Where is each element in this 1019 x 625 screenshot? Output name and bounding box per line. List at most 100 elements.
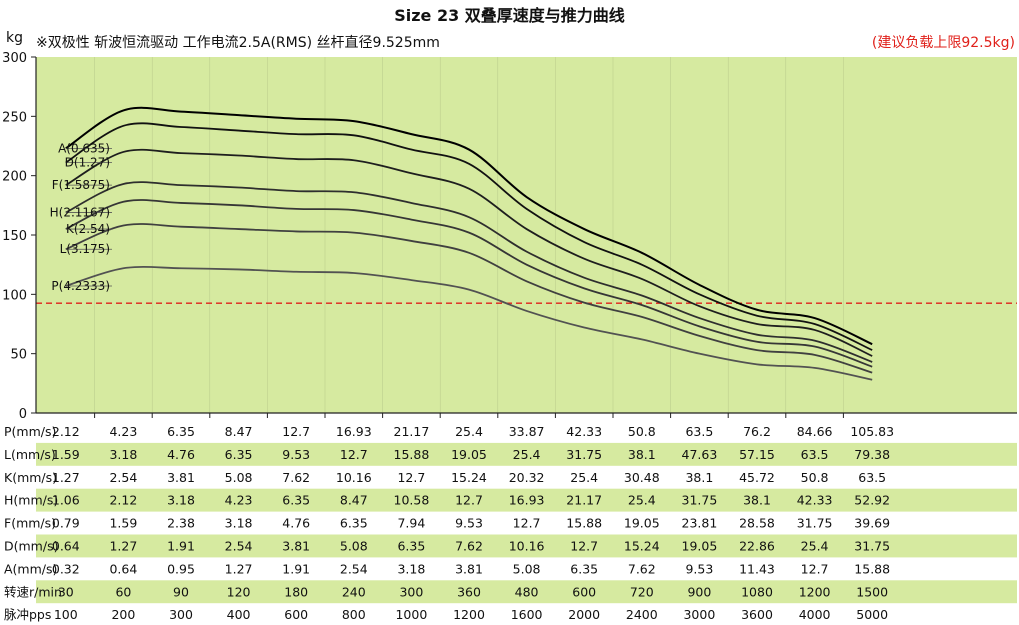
table-cell: 2.12 <box>109 493 137 508</box>
table-row-label: H(mm/s) <box>4 493 58 508</box>
table-row-label: F(mm/s) <box>4 516 56 531</box>
y-axis-ticks: 0 50 100 150 200 250 300 <box>2 51 36 422</box>
table-cell: 1600 <box>511 607 543 622</box>
table-cell: 3.81 <box>455 561 483 576</box>
series-label: L(3.175) <box>60 242 110 256</box>
series-lines <box>65 106 873 381</box>
table-cell: 9.53 <box>282 447 310 462</box>
table-cell: 23.81 <box>682 516 718 531</box>
y-tick-label: 200 <box>2 170 27 185</box>
series-label: D(1.27) <box>65 156 110 170</box>
y-tick-label: 50 <box>10 348 27 363</box>
table-cell: 15.88 <box>394 447 430 462</box>
table-cell: 9.53 <box>455 516 483 531</box>
table-cell: 25.4 <box>570 470 598 485</box>
table-cell: 25.4 <box>513 447 541 462</box>
table-cell: 2.12 <box>52 424 80 439</box>
table-cell: 16.93 <box>336 424 372 439</box>
table-bands <box>36 442 1017 604</box>
table-cell: 57.15 <box>739 447 775 462</box>
series-label: P(4.2333) <box>51 279 110 293</box>
table-cell: 200 <box>111 607 135 622</box>
table-cell: 5.08 <box>513 561 541 576</box>
table-cell: 19.05 <box>451 447 487 462</box>
table-cell: 8.47 <box>225 424 253 439</box>
table-cell: 6.35 <box>225 447 253 462</box>
table-cell: 25.4 <box>628 493 656 508</box>
table-cell: 50.8 <box>801 470 829 485</box>
table-cell: 60 <box>115 584 131 599</box>
table-cell: 12.7 <box>801 561 829 576</box>
table-cell: 7.62 <box>455 538 483 553</box>
table-cell: 2.54 <box>225 538 253 553</box>
table-cell: 7.62 <box>628 561 656 576</box>
speed-table: P(mm/s)2.12 4.23 6.35 8.47 12.7 16.93 21.17 25.… <box>4 424 894 622</box>
y-tick-label: 100 <box>2 288 27 303</box>
table-cell: 30.48 <box>624 470 660 485</box>
table-cell: 10.58 <box>394 493 430 508</box>
table-cell: 3.81 <box>282 538 310 553</box>
table-cell: 1500 <box>856 584 888 599</box>
table-cell: 6.35 <box>340 516 368 531</box>
table-cell: 3.18 <box>397 561 425 576</box>
table-cell: 12.7 <box>340 447 368 462</box>
table-cell: 3.18 <box>167 493 195 508</box>
table-row-label: A(mm/s) <box>4 561 57 576</box>
table-cell: 3.18 <box>225 516 253 531</box>
table-cell: 12.7 <box>513 516 541 531</box>
table-cell: 4000 <box>799 607 831 622</box>
table-cell: 240 <box>342 584 366 599</box>
table-cell: 6.35 <box>282 493 310 508</box>
table-cell: 600 <box>572 584 596 599</box>
table-cell: 900 <box>687 584 711 599</box>
table-cell: 84.66 <box>797 424 833 439</box>
table-cell: 38.1 <box>685 470 713 485</box>
table-cell: 63.5 <box>685 424 713 439</box>
table-cell: 33.87 <box>509 424 545 439</box>
table-cell: 7.94 <box>397 516 425 531</box>
table-cell: 21.17 <box>394 424 430 439</box>
table-cell: 360 <box>457 584 481 599</box>
table-cell: 105.83 <box>850 424 894 439</box>
table-cell: 90 <box>173 584 189 599</box>
table-cell: 25.4 <box>455 424 483 439</box>
table-cell: 12.7 <box>455 493 483 508</box>
table-cell: 12.7 <box>397 470 425 485</box>
table-cell: 8.47 <box>340 493 368 508</box>
table-cell: 4.76 <box>282 516 310 531</box>
table-cell: 300 <box>169 607 193 622</box>
table-row-label: D(mm/s) <box>4 538 58 553</box>
table-cell: 31.75 <box>854 538 890 553</box>
series-line <box>65 199 873 368</box>
table-cell: 42.33 <box>797 493 833 508</box>
y-tick-label: 150 <box>2 229 27 244</box>
table-row-label: L(mm/s) <box>4 447 56 462</box>
table-row-label: P(mm/s) <box>4 424 56 439</box>
table-cell: 3600 <box>741 607 773 622</box>
y-tick-label: 300 <box>2 51 27 66</box>
series-label: K(2.54) <box>66 222 110 236</box>
table-cell: 76.2 <box>743 424 771 439</box>
table-cell: 63.5 <box>858 470 886 485</box>
table-cell: 0.32 <box>52 561 80 576</box>
y-tick-label: 250 <box>2 110 27 125</box>
table-row-label: 脉冲pps <box>4 607 51 622</box>
table-cell: 39.69 <box>854 516 890 531</box>
table-cell: 45.72 <box>739 470 775 485</box>
table-cell: 52.92 <box>854 493 890 508</box>
table-cell: 4.23 <box>225 493 253 508</box>
series-line <box>65 223 873 374</box>
table-cell: 720 <box>630 584 654 599</box>
table-cell: 4.76 <box>167 447 195 462</box>
axes <box>35 57 1017 418</box>
y-axis-unit: kg <box>6 30 23 46</box>
table-cell: 0.64 <box>109 561 137 576</box>
table-cell: 1.27 <box>109 538 137 553</box>
table-row-band <box>36 442 1017 466</box>
table-cell: 6.35 <box>167 424 195 439</box>
series-label: F(1.5875) <box>52 178 110 192</box>
table-cell: 5.08 <box>225 470 253 485</box>
table-cell: 1.27 <box>52 470 80 485</box>
table-cell: 1.27 <box>225 561 253 576</box>
